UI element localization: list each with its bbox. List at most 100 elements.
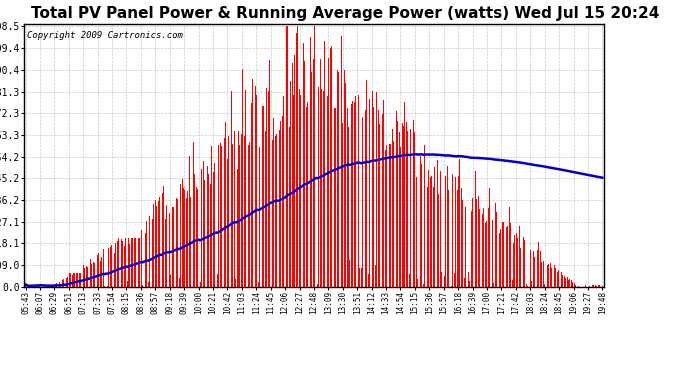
Bar (520, 248, 521, 287)
Bar (273, 118, 274, 287)
Bar (377, 110, 379, 287)
Bar (270, 110, 271, 287)
Bar (122, 241, 124, 287)
Bar (569, 279, 571, 287)
Bar (145, 232, 146, 287)
Bar (283, 96, 284, 287)
Bar (249, 142, 250, 287)
Bar (121, 238, 122, 287)
Bar (300, 95, 301, 287)
Bar (442, 141, 444, 287)
Bar (97, 255, 98, 287)
Bar (348, 127, 349, 287)
Bar (555, 267, 556, 287)
Bar (186, 198, 187, 287)
Bar (276, 134, 277, 287)
Bar (344, 70, 345, 287)
Bar (146, 221, 147, 287)
Bar (438, 194, 439, 287)
Bar (600, 286, 602, 287)
Bar (382, 114, 383, 287)
Bar (342, 123, 344, 287)
Bar (25, 285, 26, 287)
Bar (577, 285, 578, 287)
Bar (466, 194, 467, 287)
Bar (440, 171, 441, 287)
Bar (303, 44, 304, 287)
Bar (138, 238, 139, 287)
Bar (330, 48, 331, 287)
Bar (547, 265, 548, 287)
Bar (523, 237, 524, 287)
Bar (475, 171, 476, 287)
Bar (181, 179, 183, 287)
Bar (423, 284, 424, 287)
Bar (338, 72, 339, 287)
Bar (410, 129, 411, 287)
Bar (450, 182, 451, 287)
Bar (127, 281, 128, 287)
Bar (492, 220, 493, 287)
Bar (592, 285, 593, 287)
Bar (187, 191, 188, 287)
Bar (488, 207, 489, 287)
Bar (208, 174, 209, 287)
Bar (107, 286, 108, 287)
Bar (557, 272, 558, 287)
Bar (320, 59, 321, 287)
Bar (103, 249, 104, 287)
Bar (568, 280, 569, 287)
Bar (26, 286, 28, 287)
Bar (84, 268, 85, 287)
Bar (399, 132, 400, 287)
Bar (550, 263, 551, 287)
Bar (408, 273, 410, 287)
Bar (335, 108, 336, 287)
Bar (544, 284, 545, 287)
Bar (593, 285, 594, 287)
Bar (53, 285, 55, 287)
Bar (254, 101, 255, 287)
Bar (530, 250, 531, 287)
Bar (385, 150, 386, 287)
Bar (430, 177, 431, 287)
Bar (66, 278, 67, 287)
Bar (562, 275, 563, 287)
Bar (259, 147, 260, 287)
Bar (589, 286, 590, 287)
Bar (69, 273, 70, 287)
Bar (417, 279, 418, 287)
Bar (239, 145, 240, 287)
Bar (108, 248, 109, 287)
Bar (531, 281, 532, 287)
Bar (142, 285, 143, 287)
Bar (93, 262, 94, 287)
Bar (350, 260, 351, 287)
Bar (134, 238, 135, 287)
Bar (131, 238, 132, 287)
Bar (354, 102, 355, 287)
Bar (211, 146, 212, 287)
Bar (444, 276, 445, 287)
Bar (272, 140, 273, 287)
Bar (70, 273, 71, 287)
Bar (101, 257, 102, 287)
Bar (91, 264, 92, 287)
Bar (214, 163, 215, 287)
Bar (221, 146, 222, 287)
Bar (255, 86, 256, 287)
Bar (339, 57, 340, 287)
Bar (341, 36, 342, 287)
Bar (407, 130, 408, 287)
Bar (132, 238, 133, 287)
Text: Copyright 2009 Cartronics.com: Copyright 2009 Cartronics.com (27, 31, 183, 40)
Bar (380, 118, 382, 287)
Bar (500, 229, 501, 287)
Bar (59, 282, 60, 287)
Bar (389, 144, 390, 287)
Bar (476, 199, 477, 287)
Bar (183, 188, 184, 287)
Bar (162, 194, 163, 287)
Bar (599, 285, 600, 287)
Bar (190, 197, 191, 287)
